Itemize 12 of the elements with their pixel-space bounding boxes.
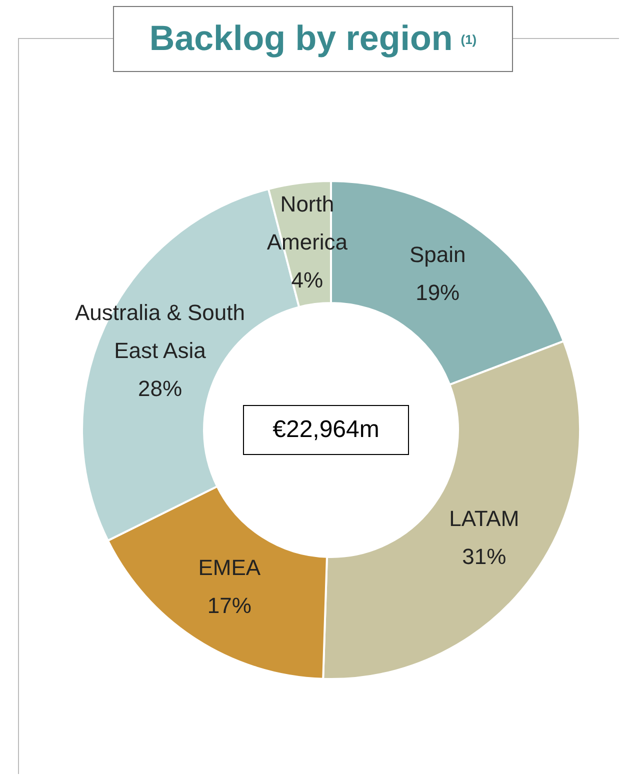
data-label: 19% <box>416 280 460 306</box>
slice-label: LATAM <box>449 506 520 532</box>
chart-title: Backlog by region $^{(1)}$ <box>113 6 513 72</box>
slice-label: Spain <box>409 242 466 268</box>
text: €22,964m <box>243 405 409 455</box>
data-label: 28% <box>138 376 182 401</box>
data-label: 17% <box>207 593 252 618</box>
data-label: 31% <box>462 544 506 570</box>
slice-label: Australia & South East Asia <box>75 300 245 363</box>
data-label: 4% <box>291 268 324 293</box>
slice-label: EMEA <box>198 555 261 580</box>
slice-label: North America <box>266 192 348 255</box>
